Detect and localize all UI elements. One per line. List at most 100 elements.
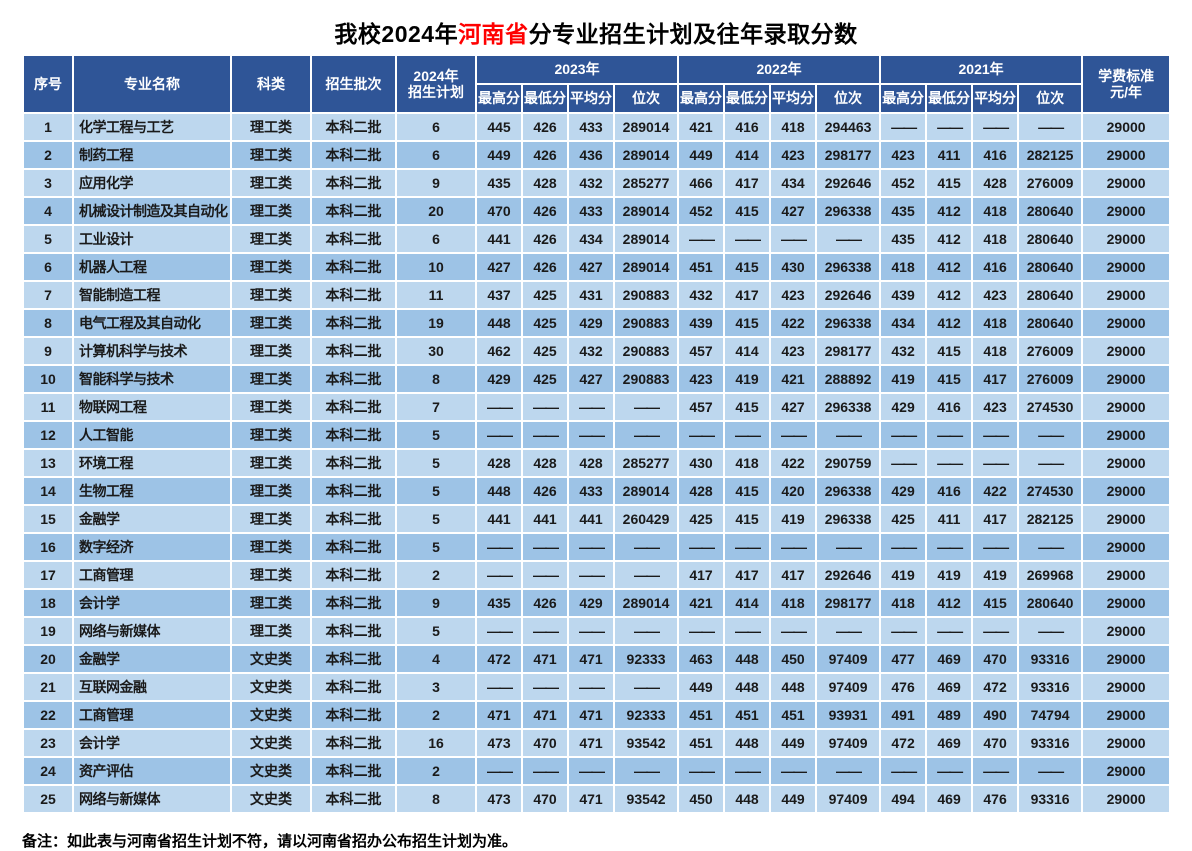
cell-2021-max: 472 bbox=[879, 728, 928, 758]
cell-plan-2024: 2 bbox=[395, 560, 477, 590]
cell-2022-avg: 449 bbox=[769, 728, 818, 758]
table-row: 9 计算机科学与技术 理工类 本科二批 30 462 425 432 290883 457 414 4… bbox=[22, 336, 1172, 366]
cell-no: 18 bbox=[22, 588, 74, 618]
cell-2022-avg: —— bbox=[769, 224, 818, 254]
cell-2022-avg: 423 bbox=[769, 336, 818, 366]
cell-plan-2024: 30 bbox=[395, 336, 477, 366]
cell-category: 理工类 bbox=[230, 252, 312, 282]
cell-batch: 本科二批 bbox=[310, 168, 397, 198]
cell-2021-min: 489 bbox=[925, 700, 974, 730]
cell-2023-min: 470 bbox=[521, 728, 569, 758]
cell-2023-max: 448 bbox=[475, 308, 523, 338]
cell-2023-avg: 441 bbox=[567, 504, 615, 534]
cell-2022-rank: —— bbox=[815, 532, 882, 562]
cell-2021-avg: 418 bbox=[971, 336, 1020, 366]
cell-batch: 本科二批 bbox=[310, 700, 397, 730]
cell-2023-avg: —— bbox=[567, 420, 615, 450]
cell-2021-max: 429 bbox=[879, 392, 928, 422]
table-row: 13 环境工程 理工类 本科二批 5 428 428 428 285277 430 418 422 29… bbox=[22, 448, 1172, 478]
cell-category: 文史类 bbox=[230, 728, 312, 758]
table-row: 21 互联网金融 文史类 本科二批 3 —— —— —— —— 449 448 448 97409 476… bbox=[22, 672, 1172, 702]
cell-2021-rank: 276009 bbox=[1017, 168, 1084, 198]
cell-2023-avg: 433 bbox=[567, 476, 615, 506]
cell-2021-avg: —— bbox=[971, 112, 1020, 142]
cell-2023-min: 425 bbox=[521, 308, 569, 338]
cell-2023-max: 473 bbox=[475, 728, 523, 758]
cell-2021-avg: 423 bbox=[971, 280, 1020, 310]
cell-batch: 本科二批 bbox=[310, 784, 397, 814]
cell-2023-max: 435 bbox=[475, 168, 523, 198]
header-2023-rank: 位次 bbox=[612, 83, 680, 114]
cell-2021-min: 415 bbox=[925, 336, 974, 366]
cell-2022-rank: 292646 bbox=[815, 560, 882, 590]
cell-2023-min: 470 bbox=[521, 784, 569, 814]
header-plan-2024: 2024年 招生计划 bbox=[395, 54, 477, 114]
cell-2021-min: 412 bbox=[925, 588, 974, 618]
cell-2021-rank: —— bbox=[1017, 616, 1084, 646]
cell-no: 14 bbox=[22, 476, 74, 506]
cell-plan-2024: 2 bbox=[395, 700, 477, 730]
cell-2023-rank: 93542 bbox=[612, 728, 680, 758]
cell-plan-2024: 9 bbox=[395, 588, 477, 618]
cell-batch: 本科二批 bbox=[310, 672, 397, 702]
cell-2021-rank: 280640 bbox=[1017, 196, 1084, 226]
cell-2022-max: 457 bbox=[677, 392, 726, 422]
cell-2023-avg: 433 bbox=[567, 196, 615, 226]
cell-2021-max: 435 bbox=[879, 224, 928, 254]
cell-no: 15 bbox=[22, 504, 74, 534]
cell-2022-max: 421 bbox=[677, 112, 726, 142]
table-row: 22 工商管理 文史类 本科二批 2 471 471 471 92333 451 451 451 939… bbox=[22, 700, 1172, 730]
cell-2021-rank: 274530 bbox=[1017, 476, 1084, 506]
cell-2023-max: 441 bbox=[475, 504, 523, 534]
cell-2022-min: —— bbox=[723, 616, 772, 646]
cell-plan-2024: 16 bbox=[395, 728, 477, 758]
cell-batch: 本科二批 bbox=[310, 644, 397, 674]
cell-plan-2024: 8 bbox=[395, 364, 477, 394]
cell-batch: 本科二批 bbox=[310, 224, 397, 254]
cell-2023-max: 427 bbox=[475, 252, 523, 282]
cell-2021-avg: 470 bbox=[971, 728, 1020, 758]
cell-2023-avg: —— bbox=[567, 616, 615, 646]
cell-2023-min: 441 bbox=[521, 504, 569, 534]
table-row: 5 工业设计 理工类 本科二批 6 441 426 434 289014 —— —— —— —— 435 4… bbox=[22, 224, 1172, 254]
cell-2022-max: 451 bbox=[677, 728, 726, 758]
cell-major: 会计学 bbox=[72, 588, 232, 618]
cell-2023-max: 435 bbox=[475, 588, 523, 618]
cell-2021-avg: 416 bbox=[971, 140, 1020, 170]
cell-2021-rank: 93316 bbox=[1017, 728, 1084, 758]
cell-2022-max: 432 bbox=[677, 280, 726, 310]
cell-no: 11 bbox=[22, 392, 74, 422]
cell-2023-avg: 432 bbox=[567, 168, 615, 198]
cell-2022-rank: 93931 bbox=[815, 700, 882, 730]
cell-fee: 29000 bbox=[1081, 504, 1172, 534]
cell-2021-avg: 476 bbox=[971, 784, 1020, 814]
cell-2023-avg: 431 bbox=[567, 280, 615, 310]
cell-2021-min: 412 bbox=[925, 252, 974, 282]
cell-category: 理工类 bbox=[230, 532, 312, 562]
header-no: 序号 bbox=[22, 54, 74, 114]
cell-2022-max: 439 bbox=[677, 308, 726, 338]
table-body: 1 化学工程与工艺 理工类 本科二批 6 445 426 433 289014 421 416 418… bbox=[22, 112, 1172, 814]
cell-2021-min: —— bbox=[925, 756, 974, 786]
cell-2021-min: —— bbox=[925, 616, 974, 646]
cell-2023-min: —— bbox=[521, 420, 569, 450]
cell-fee: 29000 bbox=[1081, 644, 1172, 674]
cell-2021-max: 418 bbox=[879, 588, 928, 618]
cell-2021-rank: 74794 bbox=[1017, 700, 1084, 730]
cell-category: 文史类 bbox=[230, 756, 312, 786]
cell-2023-avg: 428 bbox=[567, 448, 615, 478]
cell-2021-avg: 417 bbox=[971, 364, 1020, 394]
cell-2023-min: 426 bbox=[521, 476, 569, 506]
table-row: 6 机器人工程 理工类 本科二批 10 427 426 427 289014 451 415 430 2… bbox=[22, 252, 1172, 282]
cell-category: 理工类 bbox=[230, 420, 312, 450]
cell-2022-rank: 97409 bbox=[815, 784, 882, 814]
cell-2023-max: 437 bbox=[475, 280, 523, 310]
cell-2021-min: 469 bbox=[925, 672, 974, 702]
cell-2022-min: 417 bbox=[723, 560, 772, 590]
table-row: 1 化学工程与工艺 理工类 本科二批 6 445 426 433 289014 421 416 418… bbox=[22, 112, 1172, 142]
cell-2021-min: 469 bbox=[925, 644, 974, 674]
cell-major: 人工智能 bbox=[72, 420, 232, 450]
cell-2023-avg: 471 bbox=[567, 784, 615, 814]
cell-2022-min: 417 bbox=[723, 168, 772, 198]
cell-plan-2024: 20 bbox=[395, 196, 477, 226]
